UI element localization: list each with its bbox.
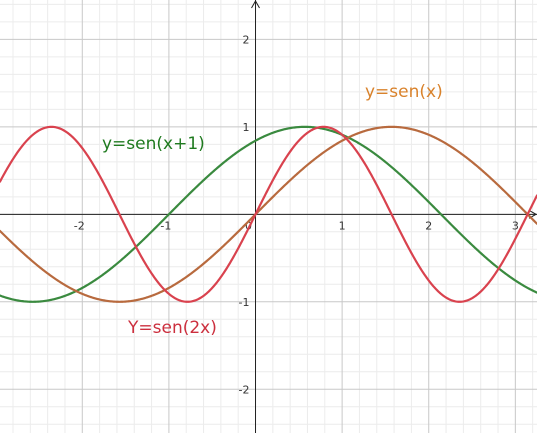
- series-label-sen-x: y=sen(x): [365, 82, 443, 102]
- y-tick-label: 1: [243, 121, 250, 134]
- series-label-sen-x-plus-1: y=sen(x+1): [102, 134, 205, 154]
- x-tick-label: 3: [512, 219, 519, 232]
- y-tick-label: 2: [243, 33, 250, 46]
- x-tick-label: 2: [425, 219, 432, 232]
- x-tick-label: -2: [74, 219, 85, 232]
- series-label-sen-2x: Y=sen(2x): [127, 318, 217, 338]
- y-tick-label: -2: [239, 383, 250, 396]
- x-tick-label: 1: [339, 219, 346, 232]
- y-tick-label: -1: [239, 296, 250, 309]
